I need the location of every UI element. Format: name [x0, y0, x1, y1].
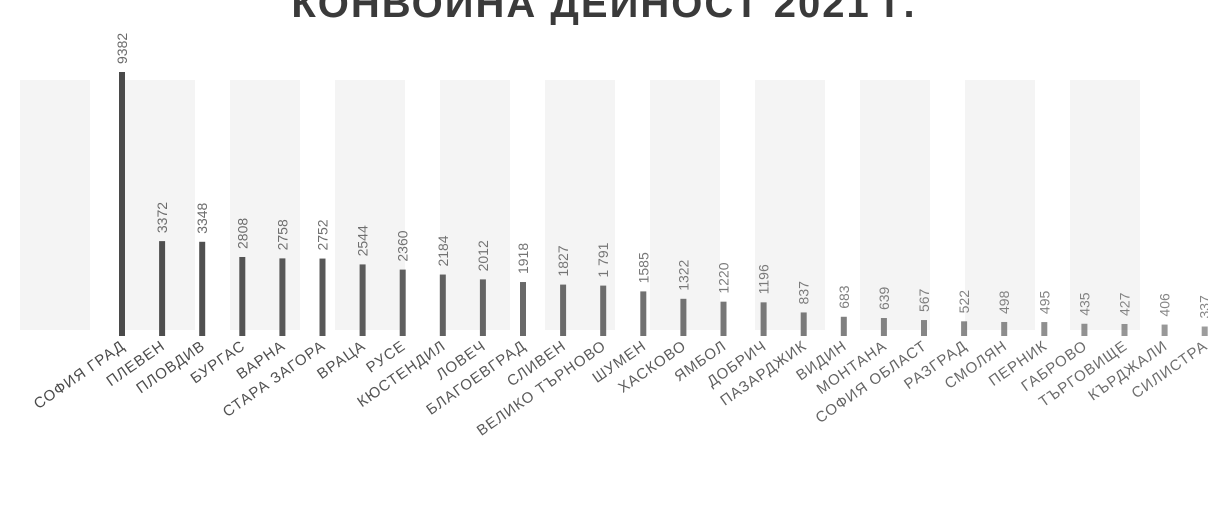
value-label: 1220	[716, 262, 732, 293]
bar-12	[560, 284, 567, 336]
value-label: 498	[996, 290, 1012, 314]
bar-11	[520, 282, 526, 336]
bar-4	[239, 256, 246, 336]
background-ghost-bars	[20, 80, 1140, 330]
bar-13	[600, 285, 607, 336]
bar-19	[840, 316, 847, 336]
value-label: 837	[796, 281, 812, 305]
value-label: 2544	[355, 225, 371, 256]
background-ghost-column	[440, 80, 510, 330]
value-label: 2012	[475, 240, 491, 271]
value-label: 337	[1197, 295, 1208, 319]
value-label: 683	[836, 285, 852, 309]
bar-14	[640, 291, 647, 336]
background-ghost-column	[755, 80, 825, 330]
bar-20	[880, 318, 887, 336]
bar-6	[319, 258, 326, 336]
bar-1	[119, 72, 125, 336]
value-label: 1196	[756, 264, 772, 294]
value-labels-group: 9382 3372 3348 2808 2758 2752 2544 2360 2184 2012…	[114, 33, 1208, 319]
background-ghost-column	[860, 80, 930, 330]
value-label: 2360	[395, 230, 411, 261]
bars-group	[119, 72, 1208, 336]
value-label: 1585	[635, 252, 651, 283]
bar-24	[1041, 322, 1048, 336]
bar-8	[399, 269, 406, 336]
bar-25	[1081, 323, 1088, 336]
bar-9	[439, 274, 446, 336]
value-label: 2184	[435, 235, 451, 266]
category-labels-group: СОФИЯ ГРАДПЛЕВЕНПЛОВДИВБУРГАСВАРНАСТАРА …	[31, 337, 1208, 439]
value-label: 2758	[274, 219, 290, 250]
background-ghost-column	[335, 80, 405, 330]
bar-23	[1001, 321, 1008, 336]
bar-26	[1121, 323, 1128, 336]
value-label: 567	[916, 288, 932, 312]
bar-27	[1161, 324, 1168, 336]
value-label: 3372	[154, 202, 170, 233]
bar-22	[961, 321, 968, 336]
value-label: 1918	[515, 243, 531, 274]
background-ghost-column	[20, 80, 90, 330]
value-label: 639	[876, 286, 892, 310]
value-label: 495	[1036, 290, 1052, 314]
bar-7	[359, 264, 366, 336]
value-label: 2808	[234, 218, 250, 249]
bar-17	[760, 302, 767, 336]
background-ghost-column	[965, 80, 1035, 330]
bar-3	[199, 241, 206, 336]
chart-title: КОНВОЙНА ДЕЙНОСТ 2021 Г.	[291, 0, 917, 26]
value-label: 9382	[114, 33, 130, 64]
background-ghost-column	[1070, 80, 1140, 330]
bar-21	[921, 320, 927, 336]
bar-5	[279, 258, 286, 336]
value-label: 2752	[315, 219, 331, 250]
bar-16	[720, 301, 727, 336]
value-label: 522	[956, 290, 972, 314]
background-ghost-column	[650, 80, 720, 330]
value-label: 406	[1157, 293, 1173, 317]
value-label: 435	[1076, 292, 1092, 316]
bar-10	[479, 279, 486, 336]
value-label: 1 791	[595, 242, 611, 277]
bar-28	[1201, 326, 1208, 336]
value-label: 1827	[555, 245, 571, 276]
bar-15	[680, 298, 687, 336]
bar-2	[159, 241, 166, 336]
value-label: 1322	[675, 259, 691, 290]
bar-18	[800, 312, 807, 336]
value-label: 427	[1117, 292, 1133, 316]
value-label: 3348	[194, 202, 210, 233]
